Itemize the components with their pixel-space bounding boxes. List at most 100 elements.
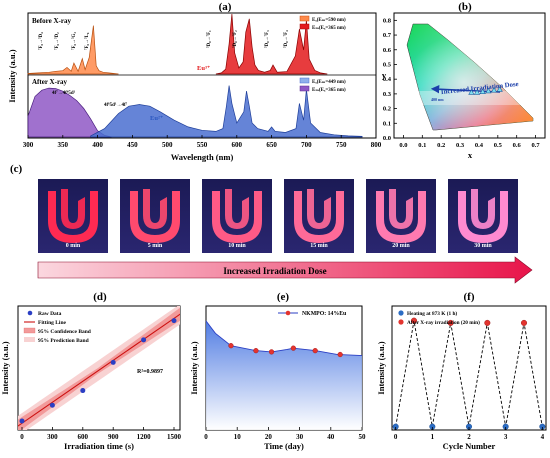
legend-exc-after: Eₓ(Eₘ=449 nm) bbox=[312, 80, 346, 85]
e-xtick-3: 30 bbox=[296, 433, 304, 441]
f-xtick-4: 4 bbox=[541, 433, 545, 441]
a-xtick-0: 300 bbox=[23, 141, 34, 149]
em-peak-label-2: ⁵D₀→⁷F₂ bbox=[232, 30, 238, 48]
legend-heating-marker bbox=[398, 310, 404, 316]
panel-e-legend: NKMPO: 14%Eu bbox=[278, 310, 347, 317]
series-em-before bbox=[215, 13, 328, 75]
legend-prediction-swatch bbox=[24, 337, 35, 342]
xray-point-0 bbox=[411, 317, 418, 324]
exc-peak-labels: ⁷F₀→⁵D₄ ⁷F₀→⁵D₂ ⁷F₀→⁵G₂ ⁷F₀→⁵L₆ bbox=[38, 32, 90, 50]
a-xtick-3: 450 bbox=[127, 141, 138, 149]
exc-peak-label-1: ⁷F₀→⁵D₄ bbox=[38, 32, 44, 50]
legend-confidence-band: 95% Confidence Band bbox=[38, 329, 91, 335]
photo-time-3: 15 min bbox=[310, 243, 328, 249]
em-peak-labels: ⁵D₀→⁷F₁ ⁵D₀→⁷F₂ ⁵D₀→⁷F₃ ⁵D₀→⁷F₄ bbox=[206, 30, 289, 48]
panel-a-spectra: (a) 300 350 400 450 500 550 600 650 700 750 800 Wa… bbox=[7, 1, 382, 162]
panel-d-legend: Raw Data Fitting Line 95% Confidence Ban… bbox=[23, 310, 91, 344]
b-ytick-7: 0.7 bbox=[383, 32, 392, 39]
panel-a-series bbox=[27, 13, 363, 138]
panel-f-legend: Heating at 873 K (1 h) After X-ray irrad… bbox=[398, 310, 480, 326]
cie-point-3 bbox=[485, 87, 492, 94]
d-xtick-1: 300 bbox=[47, 433, 58, 441]
panel-f-xlabel: Cycle Number bbox=[443, 441, 496, 451]
f-dashed-line bbox=[395, 320, 543, 427]
phosphor-u-inner-4 bbox=[389, 189, 413, 229]
panel-b-xlabel: x bbox=[468, 150, 473, 160]
legend-em-before: Eₘ(Eₓ=365 nm) bbox=[312, 26, 346, 31]
photo-2: 10 min bbox=[202, 179, 272, 253]
panel-e-ylabel: Intensity (a.u.) bbox=[189, 341, 199, 394]
photo-time-4: 20 min bbox=[392, 243, 410, 249]
panel-d-plot: 0 300 600 900 1200 1500 bbox=[18, 306, 182, 441]
legend-swatch-exc-before bbox=[299, 15, 310, 22]
exc-peak-label-3: ⁷F₀→⁵G₂ bbox=[71, 32, 77, 50]
eu3-ion-label: Eu³⁺ bbox=[197, 65, 210, 72]
panel-b-ticks: 0.0 0.1 0.2 0.3 0.4 0.5 0.6 0.7 0.0 0.1 0.2 0.3 0.4 0… bbox=[383, 17, 541, 149]
b-ytick-0: 0.0 bbox=[383, 135, 391, 142]
xray-point-1 bbox=[447, 319, 454, 326]
cie-point-5 bbox=[496, 86, 503, 92]
a-xtick-4: 500 bbox=[162, 141, 173, 149]
xray-point-3 bbox=[521, 319, 528, 326]
legend-swatch-em-before bbox=[299, 23, 310, 30]
e-xtick-5: 50 bbox=[359, 433, 367, 441]
f-xtick-0: 0 bbox=[394, 433, 398, 441]
em-peak-label-4: ⁵D₀→⁷F₄ bbox=[283, 30, 289, 48]
b-ytick-4: 0.4 bbox=[383, 76, 392, 83]
em-peak-label-3: ⁵D₀→⁷F₃ bbox=[264, 30, 270, 48]
b-xtick-6: 0.6 bbox=[513, 142, 522, 149]
e-marker-1 bbox=[253, 348, 259, 354]
panel-d-label: (d) bbox=[93, 291, 107, 303]
exc-peak-label-2: ⁷F₀→⁵D₂ bbox=[54, 32, 60, 50]
f-xtick-3: 3 bbox=[504, 433, 508, 441]
legend-e-label: NKMPO: 14%Eu bbox=[302, 311, 347, 317]
f-xtick-2: 2 bbox=[467, 433, 471, 441]
e-xtick-0: 0 bbox=[204, 433, 208, 441]
panel-a-ylabel: Intensity (a.u.) bbox=[7, 49, 17, 102]
b-ytick-6: 0.6 bbox=[383, 47, 392, 54]
dose-arrow bbox=[37, 256, 533, 284]
b-ytick-2: 0.2 bbox=[383, 106, 391, 113]
panel-e-stability: (e) 0 10 20 30 40 50 NKMPO: 14%Eu Time (day) … bbox=[189, 291, 366, 451]
panel-b-ylabel: y bbox=[382, 70, 387, 80]
panel-e-label: (e) bbox=[277, 291, 290, 303]
phosphor-u-inner-0 bbox=[61, 189, 85, 229]
cie-point-0 bbox=[468, 89, 475, 95]
photo-time-2: 10 min bbox=[228, 243, 246, 249]
panel-c-photos: (c) 0 min 5 min 10 min 15 min 20 min 30 min I… bbox=[10, 163, 533, 284]
a-xtick-10: 800 bbox=[371, 141, 382, 149]
eu2-ion-label: Eu²⁺ bbox=[150, 115, 163, 122]
series-exc-before bbox=[27, 25, 119, 75]
eu2-em-transition: 4f⁶5d¹→4f⁷ bbox=[104, 102, 128, 108]
legend-swatch-em-after bbox=[299, 85, 310, 92]
phosphor-u-inner-5 bbox=[471, 189, 495, 229]
photo-3: 15 min bbox=[284, 179, 354, 253]
legend-heating: Heating at 873 K (1 h) bbox=[407, 310, 457, 317]
b-ytick-3: 0.3 bbox=[383, 91, 392, 98]
phosphor-u-inner-3 bbox=[307, 189, 331, 229]
raw-data-point-3 bbox=[110, 359, 116, 365]
photo-time-5: 30 min bbox=[474, 243, 492, 249]
eu2-exc-transition: 4f⁷→4f⁶5d¹ bbox=[52, 90, 76, 96]
legend-swatch-exc-after bbox=[299, 77, 310, 84]
raw-data-point-1 bbox=[49, 402, 55, 408]
r-squared: R²=0.9897 bbox=[137, 369, 163, 375]
b-xtick-1: 0.1 bbox=[418, 142, 426, 149]
d-xtick-4: 1200 bbox=[137, 433, 152, 441]
b-ytick-5: 0.5 bbox=[383, 61, 392, 68]
cie-points-background bbox=[418, 91, 520, 105]
b-xtick-2: 0.2 bbox=[437, 142, 445, 149]
legend-xray-marker bbox=[398, 319, 404, 325]
raw-data-point-5 bbox=[171, 318, 177, 324]
cie-point-2 bbox=[479, 88, 486, 94]
panel-a-label: (a) bbox=[219, 1, 232, 13]
panel-b-label: (b) bbox=[458, 1, 472, 13]
panel-e-plot: 0 10 20 30 40 50 bbox=[204, 320, 367, 441]
xray-point-2 bbox=[484, 319, 491, 326]
panel-b-cie: (b) Increased Irradiation Dose 400 nm 0.… bbox=[382, 1, 546, 160]
panel-d-frame bbox=[17, 305, 181, 431]
cie-gamut-white bbox=[407, 24, 533, 130]
photo-time-1: 5 min bbox=[148, 243, 163, 249]
panel-b-frame bbox=[393, 12, 546, 139]
